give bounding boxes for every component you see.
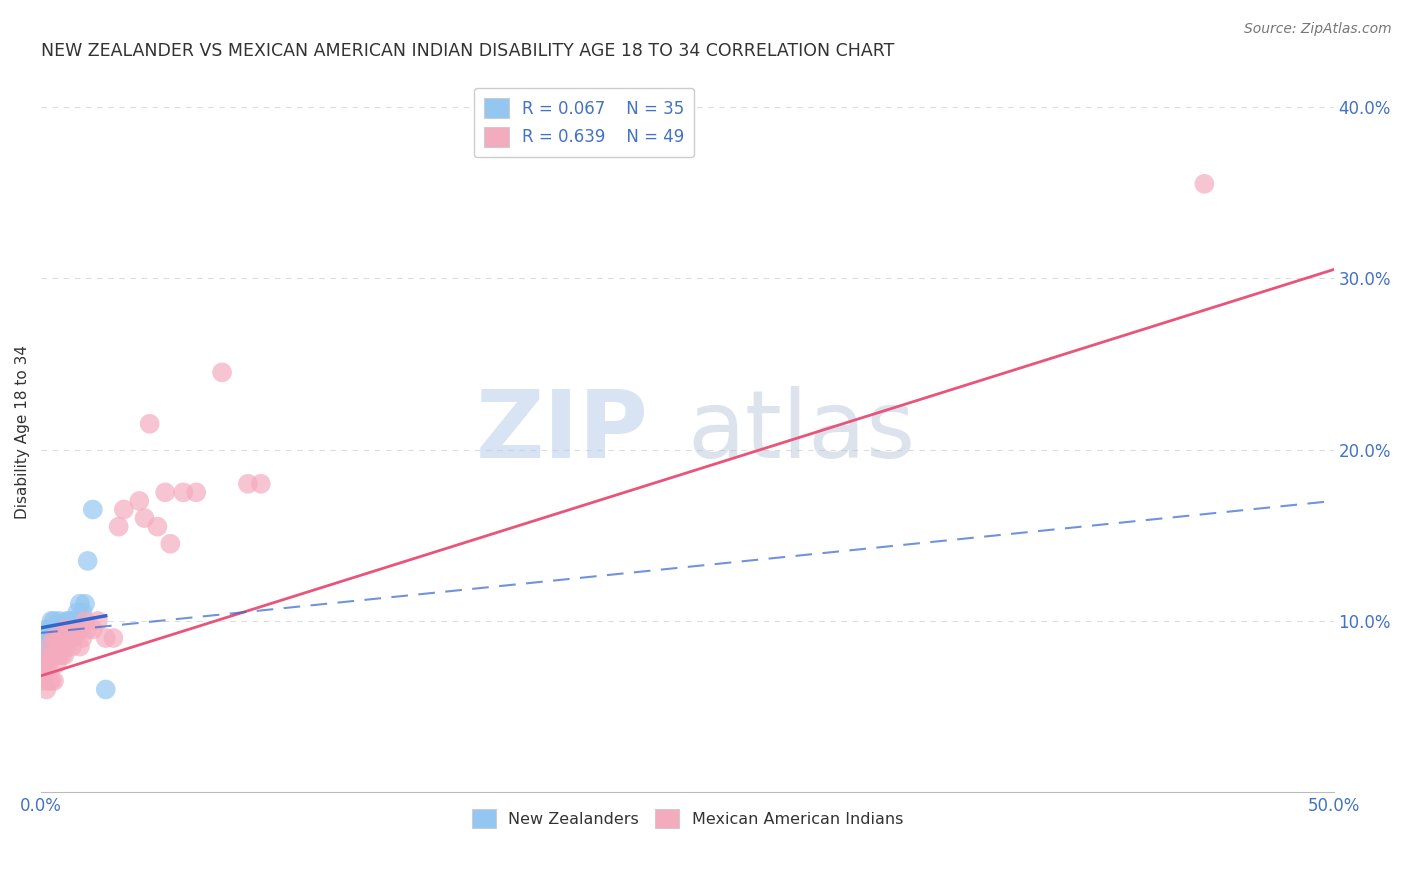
Point xyxy=(69,597,91,611)
Point xyxy=(51,623,73,637)
Point xyxy=(48,623,70,637)
Point xyxy=(53,648,76,663)
Point xyxy=(94,631,117,645)
Point xyxy=(107,519,129,533)
Point xyxy=(56,614,79,628)
Point xyxy=(58,623,80,637)
Point xyxy=(103,631,125,645)
Point xyxy=(32,673,55,688)
Point xyxy=(186,485,208,500)
Point xyxy=(60,640,83,654)
Point xyxy=(63,631,86,645)
Point xyxy=(63,614,86,628)
Point xyxy=(82,623,104,637)
Point xyxy=(58,614,80,628)
Point xyxy=(42,673,65,688)
Point xyxy=(53,623,76,637)
Point xyxy=(53,619,76,633)
Point xyxy=(72,631,94,645)
Point xyxy=(134,511,156,525)
Y-axis label: Disability Age 18 to 34: Disability Age 18 to 34 xyxy=(15,345,30,519)
Point xyxy=(73,614,96,628)
Point xyxy=(45,623,67,637)
Point xyxy=(32,657,55,671)
Point xyxy=(51,631,73,645)
Text: Source: ZipAtlas.com: Source: ZipAtlas.com xyxy=(1244,22,1392,37)
Point xyxy=(35,623,58,637)
Text: ZIP: ZIP xyxy=(475,386,648,478)
Point xyxy=(41,640,63,654)
Point xyxy=(38,657,60,671)
Text: NEW ZEALANDER VS MEXICAN AMERICAN INDIAN DISABILITY AGE 18 TO 34 CORRELATION CHA: NEW ZEALANDER VS MEXICAN AMERICAN INDIAN… xyxy=(41,42,894,60)
Point xyxy=(128,494,150,508)
Point xyxy=(211,365,233,379)
Point xyxy=(35,640,58,654)
Point xyxy=(45,631,67,645)
Point xyxy=(236,476,259,491)
Text: atlas: atlas xyxy=(688,386,915,478)
Point xyxy=(48,614,70,628)
Point xyxy=(48,631,70,645)
Point xyxy=(69,640,91,654)
Point xyxy=(112,502,135,516)
Point xyxy=(35,657,58,671)
Point xyxy=(42,640,65,654)
Point xyxy=(38,623,60,637)
Point xyxy=(38,648,60,663)
Point xyxy=(56,623,79,637)
Point xyxy=(38,631,60,645)
Point xyxy=(138,417,160,431)
Point xyxy=(153,485,176,500)
Point xyxy=(51,648,73,663)
Point xyxy=(41,673,63,688)
Point xyxy=(42,631,65,645)
Point xyxy=(60,614,83,628)
Point xyxy=(48,648,70,663)
Point xyxy=(45,657,67,671)
Point xyxy=(66,605,89,619)
Point xyxy=(94,682,117,697)
Point xyxy=(38,673,60,688)
Point xyxy=(56,631,79,645)
Point xyxy=(45,631,67,645)
Point xyxy=(69,623,91,637)
Point xyxy=(159,537,181,551)
Point xyxy=(32,657,55,671)
Point xyxy=(87,614,110,628)
Point xyxy=(35,682,58,697)
Point xyxy=(42,631,65,645)
Point xyxy=(146,519,169,533)
Point xyxy=(60,623,83,637)
Point xyxy=(76,554,98,568)
Point xyxy=(82,502,104,516)
Point xyxy=(42,614,65,628)
Point xyxy=(72,605,94,619)
Point xyxy=(172,485,194,500)
Point xyxy=(51,631,73,645)
Point xyxy=(53,627,76,641)
Point xyxy=(41,648,63,663)
Point xyxy=(41,614,63,628)
Legend: New Zealanders, Mexican American Indians: New Zealanders, Mexican American Indians xyxy=(465,803,910,835)
Point xyxy=(56,640,79,654)
Point xyxy=(250,476,273,491)
Point xyxy=(42,648,65,663)
Point xyxy=(58,623,80,637)
Point xyxy=(38,640,60,654)
Point xyxy=(73,597,96,611)
Point xyxy=(48,631,70,645)
Point xyxy=(1194,177,1216,191)
Point xyxy=(76,623,98,637)
Point xyxy=(60,623,83,637)
Point xyxy=(41,631,63,645)
